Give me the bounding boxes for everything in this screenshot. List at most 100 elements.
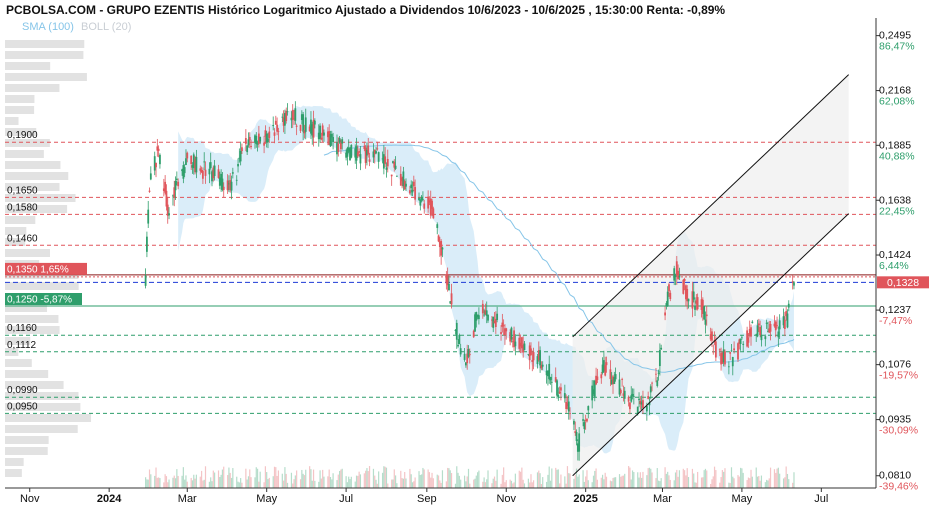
volume-bar <box>227 475 229 488</box>
candle-body <box>257 133 260 144</box>
volume-bar <box>266 472 268 488</box>
candle <box>560 383 562 401</box>
candle <box>682 278 685 295</box>
candle <box>531 350 534 372</box>
candle <box>539 346 541 373</box>
candle-body <box>159 154 161 165</box>
candle-body <box>231 172 234 174</box>
volume-bar <box>427 469 429 488</box>
right-axis-pct: -7,47% <box>879 315 912 327</box>
volume-bar <box>746 480 748 488</box>
volume-bar <box>578 474 580 488</box>
candle-body <box>341 139 344 144</box>
right-axis-pct: 62,08% <box>879 96 915 108</box>
candle-body <box>711 331 713 341</box>
candle <box>218 171 221 190</box>
candle <box>764 334 767 347</box>
volume-bar <box>542 477 544 488</box>
candle <box>209 152 212 170</box>
candle <box>737 342 739 363</box>
volume-bar <box>445 481 447 488</box>
candle-body <box>419 199 422 206</box>
candle-body <box>332 137 334 143</box>
candle <box>609 360 612 387</box>
volume-bar <box>272 476 274 488</box>
candle <box>664 306 666 321</box>
candle-body <box>338 137 341 143</box>
volume-bar <box>664 467 666 488</box>
candle-body <box>714 341 717 358</box>
candle-body <box>194 159 196 173</box>
candle-body <box>431 200 433 209</box>
candle-body <box>622 393 625 396</box>
candle-body <box>466 353 469 364</box>
candle <box>291 104 294 128</box>
candle <box>455 319 458 349</box>
candle-body <box>666 291 669 306</box>
candle-body <box>410 184 413 189</box>
candle-body <box>742 343 745 345</box>
candle-body <box>623 390 626 399</box>
volume-bar <box>147 479 149 488</box>
level-label: 0,1580 <box>7 202 38 213</box>
volume-bar <box>240 478 242 488</box>
volume-profile-bar <box>5 117 19 125</box>
volume-bar <box>639 472 641 488</box>
volume-bar <box>750 469 752 488</box>
volume-bar <box>237 481 239 488</box>
candle <box>355 137 358 170</box>
candle-body <box>478 315 480 320</box>
candle-body <box>222 186 225 191</box>
volume-bar <box>630 479 632 488</box>
candle <box>639 396 642 410</box>
candle <box>376 142 379 151</box>
candle <box>648 396 651 416</box>
volume-bar <box>191 480 194 488</box>
candle-body <box>548 363 551 380</box>
candle-body <box>502 325 505 327</box>
volume-bar <box>527 478 529 488</box>
volume-bar <box>332 473 334 488</box>
candle-body <box>200 169 203 173</box>
candle-body <box>642 400 644 408</box>
candle <box>746 326 749 348</box>
volume-bar <box>500 483 502 488</box>
candle-body <box>148 190 151 192</box>
volume-profile-bar <box>5 95 35 103</box>
volume-bar <box>631 470 634 488</box>
candle <box>238 148 241 163</box>
volume-bar <box>163 482 165 488</box>
candle <box>627 395 630 407</box>
volume-profile-bar <box>5 205 68 213</box>
candle <box>687 298 690 309</box>
candle <box>303 124 306 139</box>
volume-profile-bar <box>5 304 48 312</box>
volume-bar <box>538 470 540 488</box>
volume-bar <box>651 472 653 488</box>
volume-bar <box>587 480 589 488</box>
candle <box>230 175 233 200</box>
candle <box>658 343 661 376</box>
candle-body <box>250 145 252 148</box>
volume-bar <box>348 476 350 488</box>
candle <box>738 338 741 350</box>
candle-body <box>600 374 603 379</box>
volume-bar <box>495 480 497 488</box>
candle <box>709 327 712 342</box>
volume-bar <box>596 479 598 488</box>
candle <box>422 191 424 202</box>
right-axis-pct: -39,46% <box>879 481 918 493</box>
candle <box>591 380 594 409</box>
candle <box>217 164 220 179</box>
candle-body <box>284 113 286 126</box>
x-tick-label: 2025 <box>573 493 597 505</box>
candle <box>565 394 568 413</box>
candle-body <box>504 328 506 336</box>
candle <box>320 132 323 141</box>
candle <box>569 407 571 420</box>
candle <box>767 321 769 333</box>
volume-bar <box>603 479 605 488</box>
candle <box>660 344 663 351</box>
candle-body <box>212 167 215 179</box>
